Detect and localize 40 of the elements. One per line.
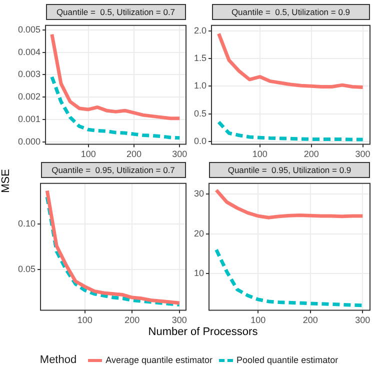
x-tick-label: 300 xyxy=(355,149,370,160)
line-series xyxy=(50,75,182,140)
y-axis-title: MSE xyxy=(0,169,12,193)
x-tick-label: 100 xyxy=(250,315,266,326)
line-series xyxy=(214,248,364,308)
y-tick-label: 0.003 xyxy=(18,69,41,80)
x-tick-label: 200 xyxy=(124,315,140,326)
x-axis-title: Number of Processors xyxy=(147,326,259,338)
y-tick-label: 2.0 xyxy=(194,25,207,36)
y-tick-label: 0.004 xyxy=(18,46,41,57)
y-tick-label: 30 xyxy=(194,188,204,199)
chart-title: Quantile = 0.95, Utilization = 0.9 xyxy=(209,162,370,178)
y-tick-label: 0.05 xyxy=(18,264,36,274)
y-tick-label: 0.10 xyxy=(18,218,36,229)
y-tick-label: 0.5 xyxy=(194,108,207,118)
x-tick-label: 200 xyxy=(304,149,319,160)
x-tick-label: 100 xyxy=(77,315,92,326)
chart-title: Quantile = 0.95, Utilization = 0.7 xyxy=(40,162,186,178)
x-tick-label: 100 xyxy=(252,149,268,160)
chart-title: Quantile = 0.5, Utilization = 0.9 xyxy=(212,4,370,20)
y-tick-label: 0.002 xyxy=(18,92,41,102)
y-tick-label: 1.5 xyxy=(194,53,207,64)
x-tick-label: 200 xyxy=(126,149,142,160)
y-tick-label: 10 xyxy=(194,268,204,278)
y-tick-label: 0.001 xyxy=(18,114,41,124)
x-tick-label: 200 xyxy=(302,315,318,326)
y-tick-label: 20 xyxy=(194,228,204,238)
y-tick-label: 1.0 xyxy=(194,80,207,91)
y-tick-label: 0.005 xyxy=(18,24,41,34)
line-series xyxy=(216,120,365,142)
x-tick-label: 300 xyxy=(355,315,370,326)
legend-label: Average quantile estimator xyxy=(106,355,213,365)
x-tick-label: 300 xyxy=(172,149,188,160)
x-tick-label: 300 xyxy=(172,315,187,326)
x-tick-label: 100 xyxy=(80,149,96,160)
chart-title: Quantile = 0.5, Utilization = 0.7 xyxy=(46,4,186,20)
y-tick-label: 0.0 xyxy=(194,136,207,146)
y-tick-label: 0.000 xyxy=(18,136,41,146)
legend-title: Method xyxy=(40,354,77,366)
legend-label: Pooled quantile estimator xyxy=(236,355,338,365)
